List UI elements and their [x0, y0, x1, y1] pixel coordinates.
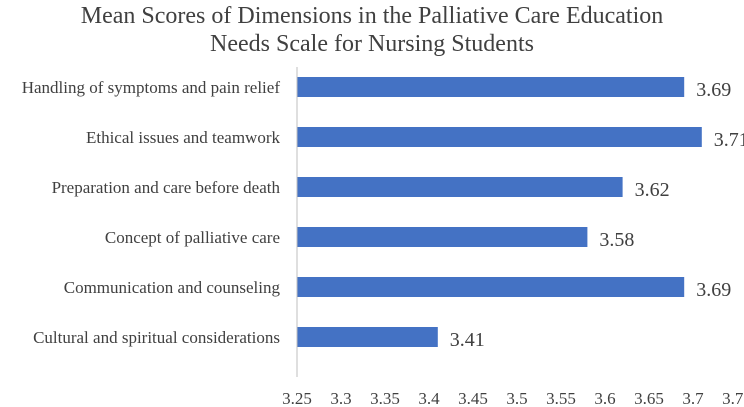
category-label-preparation-and-care-before-death: Preparation and care before death — [52, 178, 281, 197]
value-label-communication-and-counseling: 3.69 — [696, 279, 731, 301]
x-tick-label-3-7: 3.7 — [682, 389, 704, 407]
category-labels: Handling of symptoms and pain relief Ethi… — [22, 78, 281, 347]
category-label-ethical-issues-and-teamwork: Ethical issues and teamwork — [86, 128, 281, 147]
bar-preparation-and-care-before-death — [297, 177, 623, 197]
value-labels: 3.69 3.71 3.62 3.58 3.69 3.41 — [450, 79, 744, 351]
bar-handling-of-symptoms-and-pain-relief — [297, 77, 685, 97]
x-tick-label-3-55: 3.55 — [546, 389, 576, 407]
x-tick-label-3-45: 3.45 — [458, 389, 488, 407]
x-tick-label-3-3: 3.3 — [330, 389, 351, 407]
x-tick-label-3-75: 3.75 — [722, 389, 744, 407]
x-tick-label-3-35: 3.35 — [370, 389, 400, 407]
x-tick-label-3-25: 3.25 — [282, 389, 312, 407]
chart-title-line-2: Needs Scale for Nursing Students — [210, 31, 534, 57]
bar-concept-of-palliative-care — [297, 227, 588, 247]
category-label-communication-and-counseling: Communication and counseling — [64, 278, 281, 297]
x-tick-label-3-6: 3.6 — [594, 389, 615, 407]
bar-ethical-issues-and-teamwork — [297, 127, 702, 147]
bars-layer — [297, 77, 702, 347]
value-label-preparation-and-care-before-death: 3.62 — [635, 179, 670, 201]
x-axis-tick-labels: 3.25 3.3 3.35 3.4 3.45 3.5 3.55 3.6 3.65 3.7 3.75 — [282, 389, 744, 407]
chart-title-line-1: Mean Scores of Dimensions in the Palliat… — [80, 3, 664, 29]
category-label-handling-of-symptoms-and-pain-relief: Handling of symptoms and pain relief — [22, 78, 281, 97]
x-tick-label-3-5: 3.5 — [506, 389, 527, 407]
x-tick-label-3-65: 3.65 — [634, 389, 664, 407]
category-label-cultural-and-spiritual-considerations: Cultural and spiritual considerations — [33, 328, 280, 347]
category-label-concept-of-palliative-care: Concept of palliative care — [105, 228, 280, 247]
bar-communication-and-counseling — [297, 277, 685, 297]
x-tick-label-3-4: 3.4 — [418, 389, 440, 407]
value-label-handling-of-symptoms-and-pain-relief: 3.69 — [696, 79, 731, 101]
bar-cultural-and-spiritual-considerations — [297, 327, 438, 347]
value-label-ethical-issues-and-teamwork: 3.71 — [714, 129, 744, 151]
value-label-concept-of-palliative-care: 3.58 — [599, 229, 634, 251]
value-label-cultural-and-spiritual-considerations: 3.41 — [450, 329, 485, 351]
